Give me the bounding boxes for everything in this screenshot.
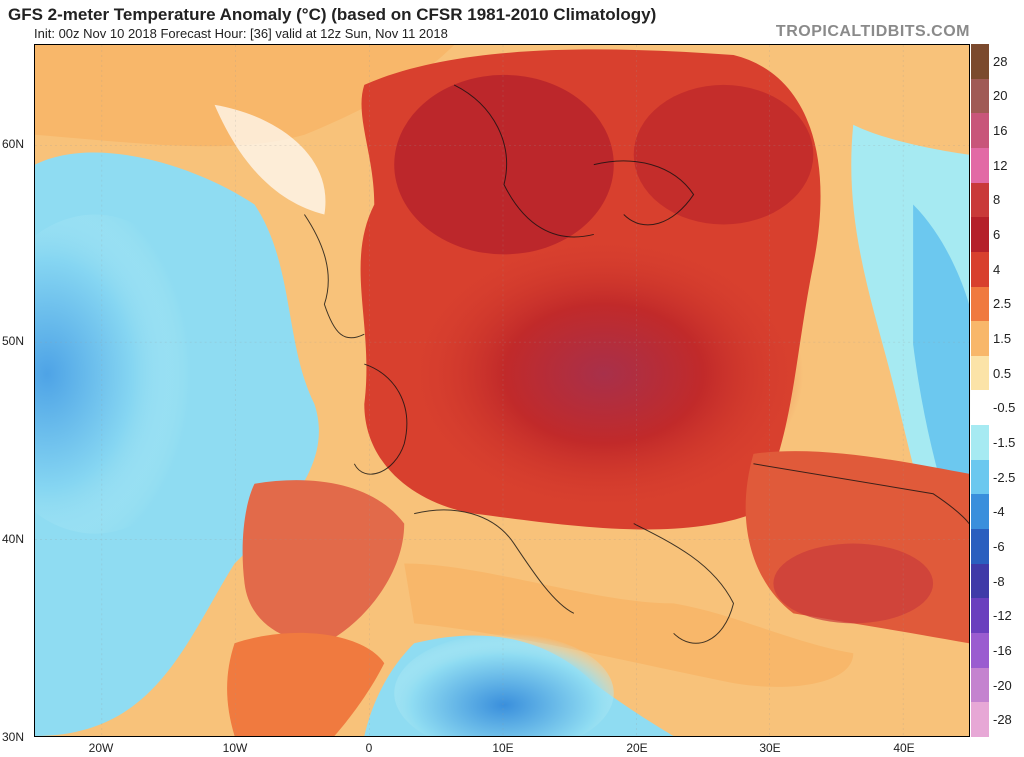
colorbar-label: 6: [993, 227, 1001, 243]
colorbar-entry: 20: [971, 78, 1024, 114]
colorbar-label: 4: [993, 261, 1001, 277]
colorbar-swatch: [971, 633, 989, 668]
colorbar-label: -6: [993, 538, 1005, 554]
colorbar-swatch: [971, 113, 989, 148]
colorbar-entry: -16: [971, 633, 1024, 668]
colorbar-swatch: [971, 702, 989, 737]
colorbar-swatch: [971, 598, 989, 634]
colorbar-entry: 16: [971, 113, 1024, 148]
lon-label-10w: 10W: [222, 741, 248, 755]
lat-label-40n: 40N: [2, 532, 25, 546]
colorbar-label: 28: [993, 53, 1008, 69]
colorbar-swatch: [971, 494, 989, 530]
colorbar-label: 2.5: [993, 296, 1012, 312]
colorbar-entry: 28: [971, 44, 1024, 79]
chart-subtitle: Init: 00z Nov 10 2018 Forecast Hour: [36…: [34, 26, 448, 41]
colorbar-label: -28: [993, 712, 1012, 728]
lat-label-60n: 60N: [2, 137, 25, 151]
colorbar-entry: -1.5: [971, 425, 1024, 460]
coastlines: [304, 84, 969, 644]
colorbar-label: 16: [993, 123, 1008, 139]
colorbar-entry: -20: [971, 667, 1024, 703]
colorbar-entry: -6: [971, 529, 1024, 564]
lon-label-20e: 20E: [626, 741, 648, 755]
colorbar-swatch: [971, 355, 989, 391]
colorbar-swatch: [971, 78, 989, 114]
colorbar-label: -1.5: [993, 434, 1016, 450]
colorbar-swatch: [971, 182, 989, 218]
colorbar-swatch: [971, 217, 989, 252]
colorbar: 28 20 16 12 8 6 4 2.5 1.5 0.5 -0.5 -1.5 -2.5 -4 -6 -8 -1…: [971, 44, 1024, 737]
colorbar-label: 12: [993, 157, 1008, 173]
colorbar-label: 8: [993, 192, 1001, 208]
lat-label-30n: 30N: [2, 730, 25, 744]
colorbar-label: 1.5: [993, 331, 1012, 346]
colorbar-swatch: [971, 251, 989, 287]
colorbar-swatch: [971, 321, 989, 356]
colorbar-swatch: [971, 563, 989, 599]
colorbar-entry: 2.5: [971, 286, 1024, 322]
colorbar-swatch: [971, 667, 989, 703]
lon-label-40e: 40E: [893, 741, 915, 755]
colorbar-label: -0.5: [993, 400, 1016, 416]
anomaly-map: [34, 44, 970, 737]
colorbar-label: -20: [993, 677, 1012, 693]
colorbar-swatch: [971, 147, 989, 183]
colorbar-swatch: [971, 529, 989, 564]
colorbar-entry: 6: [971, 217, 1024, 252]
colorbar-entry: -0.5: [971, 390, 1024, 426]
chart-title: GFS 2-meter Temperature Anomaly (°C) (ba…: [8, 5, 657, 24]
lat-label-50n: 50N: [2, 334, 25, 348]
lon-label-20w: 20W: [88, 741, 114, 755]
colorbar-swatch: [971, 286, 989, 322]
colorbar-label: -4: [993, 504, 1005, 520]
colorbar-entry: -2.5: [971, 459, 1024, 495]
colorbar-label: 0.5: [993, 365, 1012, 381]
colorbar-label: -8: [993, 573, 1005, 589]
lon-label-0: 0: [365, 741, 373, 755]
colorbar-swatch: [971, 44, 989, 79]
colorbar-swatch: [971, 459, 989, 495]
colorbar-label: -12: [993, 608, 1012, 624]
iberia-region: [242, 480, 405, 644]
colorbar-entry: 4: [971, 251, 1024, 287]
colorbar-label: -16: [993, 642, 1012, 658]
colorbar-swatch: [971, 390, 989, 426]
lon-label-10e: 10E: [492, 741, 514, 755]
colorbar-entry: 8: [971, 182, 1024, 218]
colorbar-entry: -4: [971, 494, 1024, 530]
colorbar-entry: 1.5: [971, 321, 1024, 356]
colorbar-entry: -28: [971, 702, 1024, 737]
colorbar-entry: 0.5: [971, 355, 1024, 391]
lon-label-30e: 30E: [759, 741, 781, 755]
mediterranean-region: [404, 563, 854, 687]
colorbar-entry: -8: [971, 563, 1024, 599]
colorbar-label: -2.5: [993, 469, 1016, 485]
brand-watermark: TROPICALTIDBITS.COM: [775, 23, 970, 40]
colorbar-entry: -12: [971, 598, 1024, 634]
colorbar-swatch: [971, 425, 989, 460]
colorbar-entry: 12: [971, 147, 1024, 183]
colorbar-label: 20: [993, 88, 1008, 104]
